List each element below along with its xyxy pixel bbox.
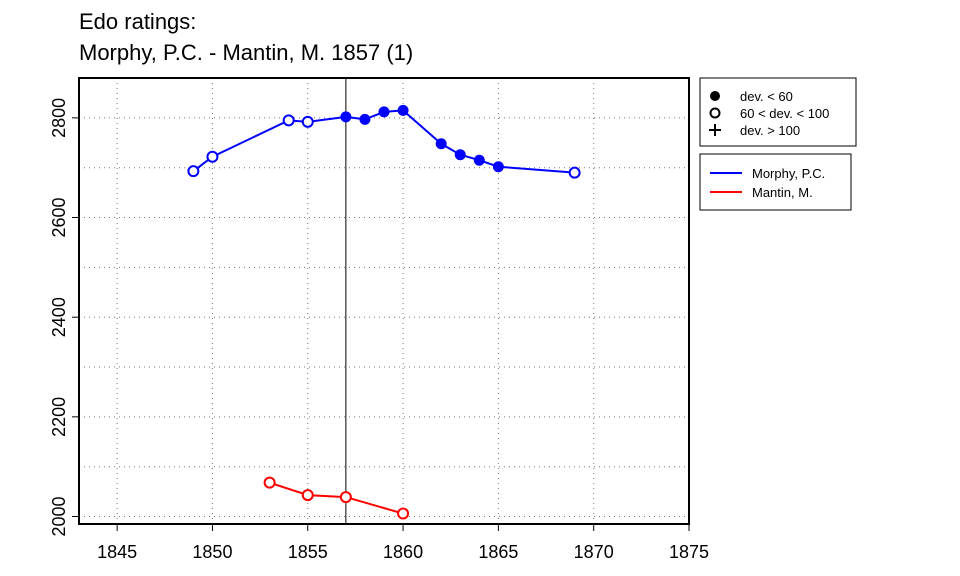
- data-point: [454, 149, 466, 161]
- axes: 1845 1850 1855 1860 1865 1870 1875 2000 2200 2400…: [49, 98, 709, 562]
- data-point: [359, 113, 371, 125]
- data-point: [568, 166, 581, 179]
- y-tick-label: 2200: [49, 397, 69, 437]
- grid-lines: [79, 78, 690, 524]
- open-circle-icon: [709, 107, 721, 119]
- data-point: [339, 491, 352, 504]
- y-tick-label: 2800: [49, 98, 69, 138]
- marker-legend: dev. < 60 60 < dev. < 100 dev. > 100: [699, 77, 857, 147]
- x-tick-label: 1875: [669, 542, 709, 562]
- x-tick-label: 1865: [478, 542, 518, 562]
- y-tick-label: 2400: [49, 297, 69, 337]
- marker-legend-label: dev. > 100: [740, 123, 800, 138]
- filled-circle-icon: [710, 91, 720, 101]
- series-legend-box: [699, 153, 852, 211]
- x-tick-label: 1850: [192, 542, 232, 562]
- chart-title: Edo ratings:: [79, 9, 197, 34]
- data-point: [187, 165, 200, 178]
- series-line: [192, 109, 575, 174]
- series-legend: Morphy, P.C. Mantin, M.: [699, 153, 852, 211]
- plot-frame: [78, 77, 690, 525]
- data-point: [340, 111, 352, 123]
- data-point: [378, 106, 390, 118]
- y-tick-label: 2600: [49, 198, 69, 238]
- chart-subtitle: Morphy, P.C. - Mantin, M. 1857 (1): [79, 40, 414, 65]
- data-point: [263, 476, 276, 489]
- x-tick-label: 1855: [288, 542, 328, 562]
- data-point: [435, 138, 447, 150]
- data-point: [282, 114, 295, 127]
- series-lines: [187, 104, 581, 520]
- x-tick-label: 1860: [383, 542, 423, 562]
- data-point: [397, 104, 409, 116]
- data-point: [301, 115, 314, 128]
- marker-legend-label: dev. < 60: [740, 89, 793, 104]
- marker-legend-label: 60 < dev. < 100: [740, 106, 829, 121]
- plus-icon: [709, 124, 721, 136]
- y-tick-label: 2000: [49, 497, 69, 537]
- data-point: [473, 154, 485, 166]
- marker-legend-box: [699, 77, 857, 147]
- data-point: [301, 489, 314, 502]
- data-point: [492, 161, 504, 173]
- series-legend-label: Morphy, P.C.: [752, 166, 825, 181]
- data-point: [206, 150, 219, 163]
- data-point: [397, 507, 410, 520]
- x-tick-label: 1845: [97, 542, 137, 562]
- series-line: [269, 481, 404, 515]
- x-tick-label: 1870: [574, 542, 614, 562]
- series-legend-label: Mantin, M.: [752, 185, 813, 200]
